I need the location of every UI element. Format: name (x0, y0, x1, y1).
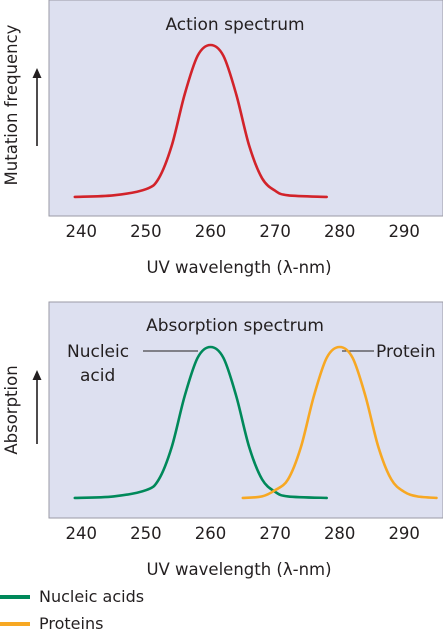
x-tick-label: 250 (130, 524, 162, 543)
x-tick-label: 290 (388, 222, 420, 241)
protein-annotation-label: Protein (376, 342, 436, 362)
legend-item-nucleic-acids: Nucleic acids (0, 587, 144, 606)
x-tick-label: 260 (195, 524, 227, 543)
nucleic-acid-annotation: Nucleic acid (67, 342, 198, 386)
panel-2-x-axis-label: UV wavelength (λ-nm) (146, 560, 331, 579)
protein-absorption-line (241, 345, 438, 500)
panel-2-x-ticks: 240 250 260 270 280 290 (66, 524, 420, 543)
action-spectrum-line (73, 43, 328, 199)
legend-swatch-proteins (0, 621, 30, 626)
arrow-up-icon (32, 68, 42, 146)
x-tick-label: 290 (388, 524, 420, 543)
arrow-up-icon (32, 370, 42, 444)
x-tick-label: 280 (324, 524, 356, 543)
panel-2-plot-area (48, 301, 443, 519)
x-tick-label: 270 (259, 222, 291, 241)
legend-swatch-nucleic-acids (0, 594, 30, 599)
panel-1-title: Action spectrum (165, 15, 304, 35)
x-tick-label: 240 (66, 524, 98, 543)
x-tick-label: 240 (66, 222, 98, 241)
legend-label-nucleic-acids: Nucleic acids (39, 587, 145, 606)
nucleic-acid-annotation-line-1: Nucleic (67, 342, 129, 362)
panel-1-x-ticks: 240 250 260 270 280 290 (66, 222, 420, 241)
action-spectrum-panel: Action spectrum 240 250 260 270 280 290 UV wa… (2, 0, 443, 277)
x-tick-label: 280 (324, 222, 356, 241)
panel-2-title: Absorption spectrum (146, 316, 324, 336)
x-tick-label: 270 (259, 524, 291, 543)
panel-2-y-axis-label: Absorption (2, 365, 21, 454)
nucleic-acid-annotation-line-2: acid (80, 366, 115, 386)
absorption-spectrum-panel: Absorption spectrum Nucleic acid Protein… (2, 301, 443, 579)
legend-label-proteins: Proteins (39, 614, 104, 633)
panel-1-plot-area (48, 0, 443, 217)
panel-1-y-axis-label: Mutation frequency (2, 24, 21, 185)
nucleic-acid-absorption-line (73, 345, 328, 500)
x-tick-label: 250 (130, 222, 162, 241)
panel-1-x-axis-label: UV wavelength (λ-nm) (146, 258, 331, 277)
legend-item-proteins: Proteins (0, 614, 103, 633)
x-tick-label: 260 (195, 222, 227, 241)
figure: Action spectrum 240 250 260 270 280 290 UV wa… (2, 0, 443, 579)
